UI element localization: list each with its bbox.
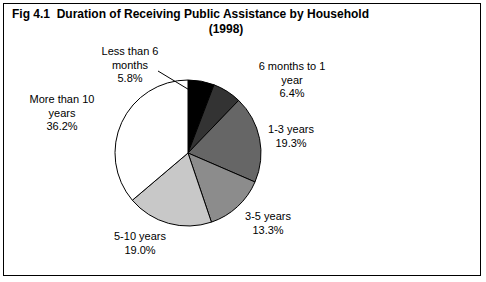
value-label: 36.2%	[46, 120, 77, 132]
chart-svg: Fig 4.1 Duration of Receiving Public Ass…	[0, 0, 486, 282]
value-label: 19.0%	[124, 244, 155, 256]
category-label-line: 1-3 years	[268, 123, 314, 135]
frame	[4, 4, 481, 276]
category-label-line: 6 months to 1	[259, 60, 326, 72]
pie	[115, 80, 261, 226]
category-label-line: 5-10 years	[114, 230, 166, 242]
background	[0, 0, 486, 282]
category-label-line: 3-5 years	[245, 210, 291, 222]
category-label-line: months	[112, 59, 149, 71]
labels: Less than 6 months5.8% 6 months to 1 year6.…	[30, 45, 326, 256]
value-label: 13.3%	[252, 224, 283, 236]
category-label: Less than 6 months	[102, 45, 159, 71]
category-label: More than 10 years	[30, 93, 95, 119]
value-label: 19.3%	[275, 137, 306, 149]
leader-line	[158, 71, 199, 96]
value-label: 5.8%	[117, 72, 142, 84]
category-label-line: More than 10	[30, 93, 95, 105]
category-label: 3-5 years	[245, 210, 291, 222]
category-label-line: years	[49, 107, 76, 119]
category-label: 5-10 years	[114, 230, 166, 242]
value-label: 6.4%	[279, 87, 304, 99]
pie-slice	[115, 80, 188, 200]
chart-container: Fig 4.1 Duration of Receiving Public Ass…	[0, 0, 486, 282]
title: Fig 4.1 Duration of Receiving Public Ass…	[12, 7, 369, 21]
category-label-line: year	[281, 74, 303, 86]
category-label: 1-3 years	[268, 123, 314, 135]
category-label: 6 months to 1 year	[259, 60, 326, 86]
category-label-line: Less than 6	[102, 45, 159, 57]
subtitle: (1998)	[209, 22, 244, 36]
